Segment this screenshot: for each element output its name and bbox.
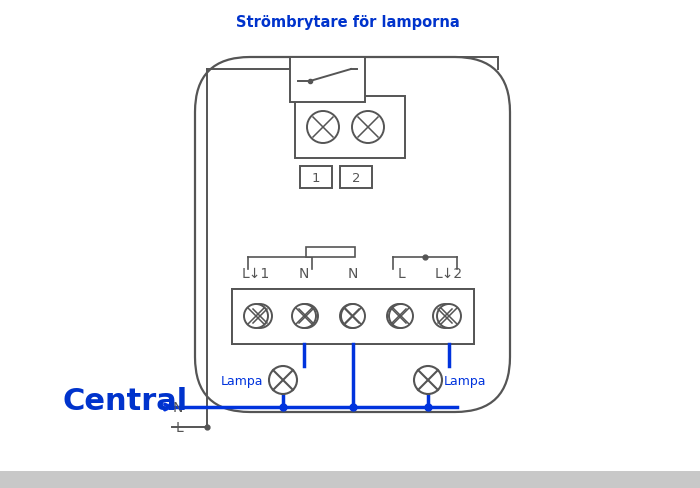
- Circle shape: [307, 112, 339, 143]
- Bar: [232, 289, 474, 345]
- Circle shape: [387, 305, 411, 328]
- Text: Lampa: Lampa: [221, 375, 263, 387]
- Circle shape: [437, 305, 461, 328]
- Circle shape: [292, 305, 316, 328]
- Circle shape: [389, 305, 413, 328]
- Text: N: N: [299, 266, 309, 281]
- FancyBboxPatch shape: [195, 58, 510, 412]
- Text: L↓1: L↓1: [242, 266, 270, 281]
- Circle shape: [340, 305, 364, 328]
- Text: L↓2: L↓2: [435, 266, 463, 281]
- Text: N: N: [173, 400, 183, 414]
- Circle shape: [414, 366, 442, 394]
- Circle shape: [433, 305, 457, 328]
- Text: N: N: [348, 266, 358, 281]
- Bar: [295, 97, 405, 159]
- Text: Central: Central: [62, 386, 188, 416]
- Circle shape: [352, 112, 384, 143]
- Text: L: L: [175, 420, 183, 434]
- Bar: [232, 289, 474, 345]
- Circle shape: [248, 305, 272, 328]
- Text: Lampa: Lampa: [444, 375, 486, 387]
- Bar: [306, 247, 355, 258]
- Circle shape: [294, 305, 318, 328]
- Text: 1: 1: [312, 171, 321, 184]
- Text: L: L: [397, 266, 405, 281]
- Bar: [340, 167, 372, 189]
- Circle shape: [269, 366, 297, 394]
- Text: 2: 2: [352, 171, 361, 184]
- Bar: [290, 58, 365, 103]
- Circle shape: [341, 305, 365, 328]
- Circle shape: [244, 305, 268, 328]
- Bar: [300, 167, 332, 189]
- Bar: [0, 471, 700, 488]
- Text: Strömbrytare för lamporna: Strömbrytare för lamporna: [236, 15, 460, 29]
